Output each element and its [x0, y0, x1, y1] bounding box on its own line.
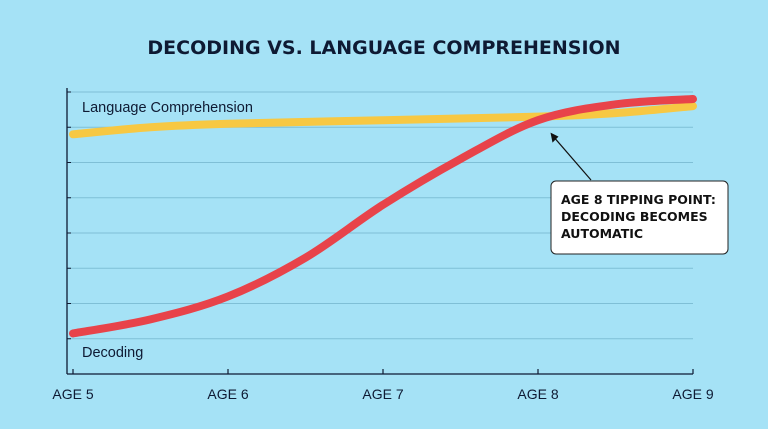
- annotation-text: AGE 8 TIPPING POINT:: [561, 192, 716, 207]
- series-label-decoding: Decoding: [82, 345, 143, 361]
- series-line-language-comprehension: [69, 102, 697, 139]
- x-tick-label: AGE 5: [52, 386, 93, 402]
- chart-title: DECODING VS. LANGUAGE COMPREHENSION: [147, 37, 620, 59]
- x-tick-label: AGE 9: [672, 386, 713, 402]
- x-tick-label: AGE 7: [362, 386, 403, 402]
- series-line-decoding: [69, 95, 697, 338]
- annotation-arrow: [553, 136, 592, 181]
- x-tick-label: AGE 6: [207, 386, 248, 402]
- series-label-language-comprehension: Language Comprehension: [82, 100, 253, 116]
- annotation-box: [550, 180, 729, 255]
- arrowhead-icon: [550, 132, 559, 143]
- annotation-text: AUTOMATIC: [561, 226, 643, 241]
- x-tick-label: AGE 8: [517, 386, 558, 402]
- annotation-text: DECODING BECOMES: [561, 209, 708, 224]
